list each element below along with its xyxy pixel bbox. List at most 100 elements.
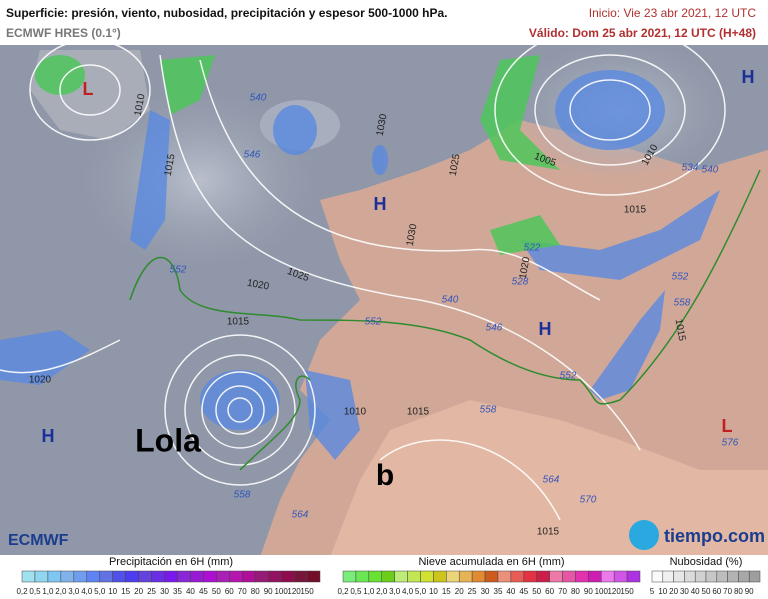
legend-swatch <box>86 570 100 583</box>
thickness-label: 558 <box>674 298 691 309</box>
legend-swatch <box>705 570 718 583</box>
legend-swatch <box>203 570 217 583</box>
isobar <box>164 334 316 486</box>
legend-swatch <box>381 570 395 583</box>
legend-tick-label: 15 <box>442 587 451 596</box>
legend-tick-label: 80 <box>734 587 743 596</box>
tiempo-logo: tiempo.com <box>664 526 765 546</box>
legend-swatch <box>458 570 473 583</box>
legend-tick-label: 150 <box>620 587 634 596</box>
legend-swatch <box>112 570 126 583</box>
legend-tick-label: 90 <box>745 587 754 596</box>
legend-swatch <box>536 570 550 583</box>
precipitation <box>555 70 665 150</box>
isobar-label: 1020 <box>518 256 533 280</box>
legend-tick-label: 45 <box>199 587 208 596</box>
legend-swatch <box>673 570 685 583</box>
pressure-center: H <box>42 426 55 446</box>
legend-swatch <box>99 570 113 583</box>
legend-swatch <box>662 570 674 583</box>
legend-tick-label: 80 <box>571 587 580 596</box>
pressure-center: H <box>374 194 387 214</box>
pressure-center: H <box>539 319 552 339</box>
isobar <box>184 354 296 466</box>
legend-tick-label: 35 <box>494 587 503 596</box>
legend-swatch <box>151 570 165 583</box>
thickness-label: 564 <box>292 510 309 521</box>
precipitation <box>273 105 317 155</box>
legend-swatch <box>684 570 696 583</box>
valid-time: Válido: Dom 25 abr 2021, 12 UTC (H+48) <box>529 26 756 40</box>
legend-tick-label: 1,0 <box>42 587 54 596</box>
isobar <box>569 79 651 141</box>
isobar <box>215 385 265 435</box>
legend-tick-label: 0,5 <box>29 587 41 596</box>
thickness-label: 552 <box>672 272 689 283</box>
legend-tick-label: 10 <box>429 587 438 596</box>
thickness-label: 528 <box>512 277 529 288</box>
storm-name: b <box>376 459 394 492</box>
thickness-552-line <box>239 375 311 471</box>
pressure-center: L <box>722 416 733 436</box>
thickness-label: 558 <box>234 490 251 501</box>
legend-swatch <box>694 570 707 583</box>
storm-name: Lola <box>135 422 201 458</box>
precipitation <box>0 330 90 385</box>
snow <box>490 215 560 255</box>
isobar-label: 1015 <box>163 153 178 177</box>
legend-tick-label: 35 <box>173 587 182 596</box>
legend-swatch <box>280 570 295 583</box>
tiempo-logo-icon <box>629 520 659 550</box>
legend-swatch <box>342 570 357 583</box>
legend-swatch <box>510 570 525 583</box>
legend-swatch <box>601 570 615 583</box>
isobar-label: 1010 <box>344 407 367 418</box>
legend-swatch <box>368 570 382 583</box>
legend-tick-label: 5,0 <box>415 587 427 596</box>
ecmwf-logo: ECMWF <box>8 532 69 549</box>
legend-swatch <box>588 570 602 583</box>
legend-swatch <box>164 570 178 583</box>
isobar-label: 1015 <box>537 527 560 538</box>
legend-tick-label: 70 <box>723 587 732 596</box>
isobar-label: 1015 <box>227 317 250 328</box>
legend-tick-label: 40 <box>506 587 515 596</box>
legend-swatch <box>60 570 75 583</box>
legend-swatch <box>293 570 308 583</box>
isobar <box>534 54 686 166</box>
legend-tick-label: 30 <box>160 587 169 596</box>
legend-tick-label: 3,0 <box>68 587 80 596</box>
legend-swatch <box>242 570 256 583</box>
thickness-label: 540 <box>702 165 719 176</box>
legend-tick-label: 50 <box>702 587 711 596</box>
legend-tick-label: 5,0 <box>94 587 106 596</box>
legend-tick-label: 2,0 <box>376 587 388 596</box>
legend-tick-label: 120 <box>287 587 301 596</box>
legend-swatch <box>229 570 243 583</box>
precipitation <box>305 370 360 460</box>
legend-swatch <box>484 570 499 583</box>
legend-tick-label: 60 <box>225 587 234 596</box>
thickness-552-line <box>619 169 761 401</box>
legend-tick-label: 1,0 <box>363 587 375 596</box>
snow <box>160 55 215 115</box>
isobar-label: 1030 <box>375 113 390 137</box>
isobar-label: 1020 <box>246 278 270 293</box>
isobar-label: 1015 <box>673 318 688 342</box>
pressure-center: H <box>742 67 755 87</box>
legend-swatch <box>497 570 512 583</box>
legend-tick-label: 3,0 <box>389 587 401 596</box>
isobar <box>201 371 279 449</box>
isobar <box>0 339 121 374</box>
pressure-center: L <box>83 79 94 99</box>
legend-tick-label: 25 <box>468 587 477 596</box>
precipitation <box>520 190 720 280</box>
isobar <box>59 64 121 116</box>
legend-swatch <box>420 570 434 583</box>
legend-tick-label: 45 <box>519 587 528 596</box>
header-bg <box>0 0 768 45</box>
init-time: Inicio: Vie 23 abr 2021, 12 UTC <box>589 6 757 20</box>
legend-swatch <box>407 570 421 583</box>
thickness-label: 564 <box>543 475 560 486</box>
